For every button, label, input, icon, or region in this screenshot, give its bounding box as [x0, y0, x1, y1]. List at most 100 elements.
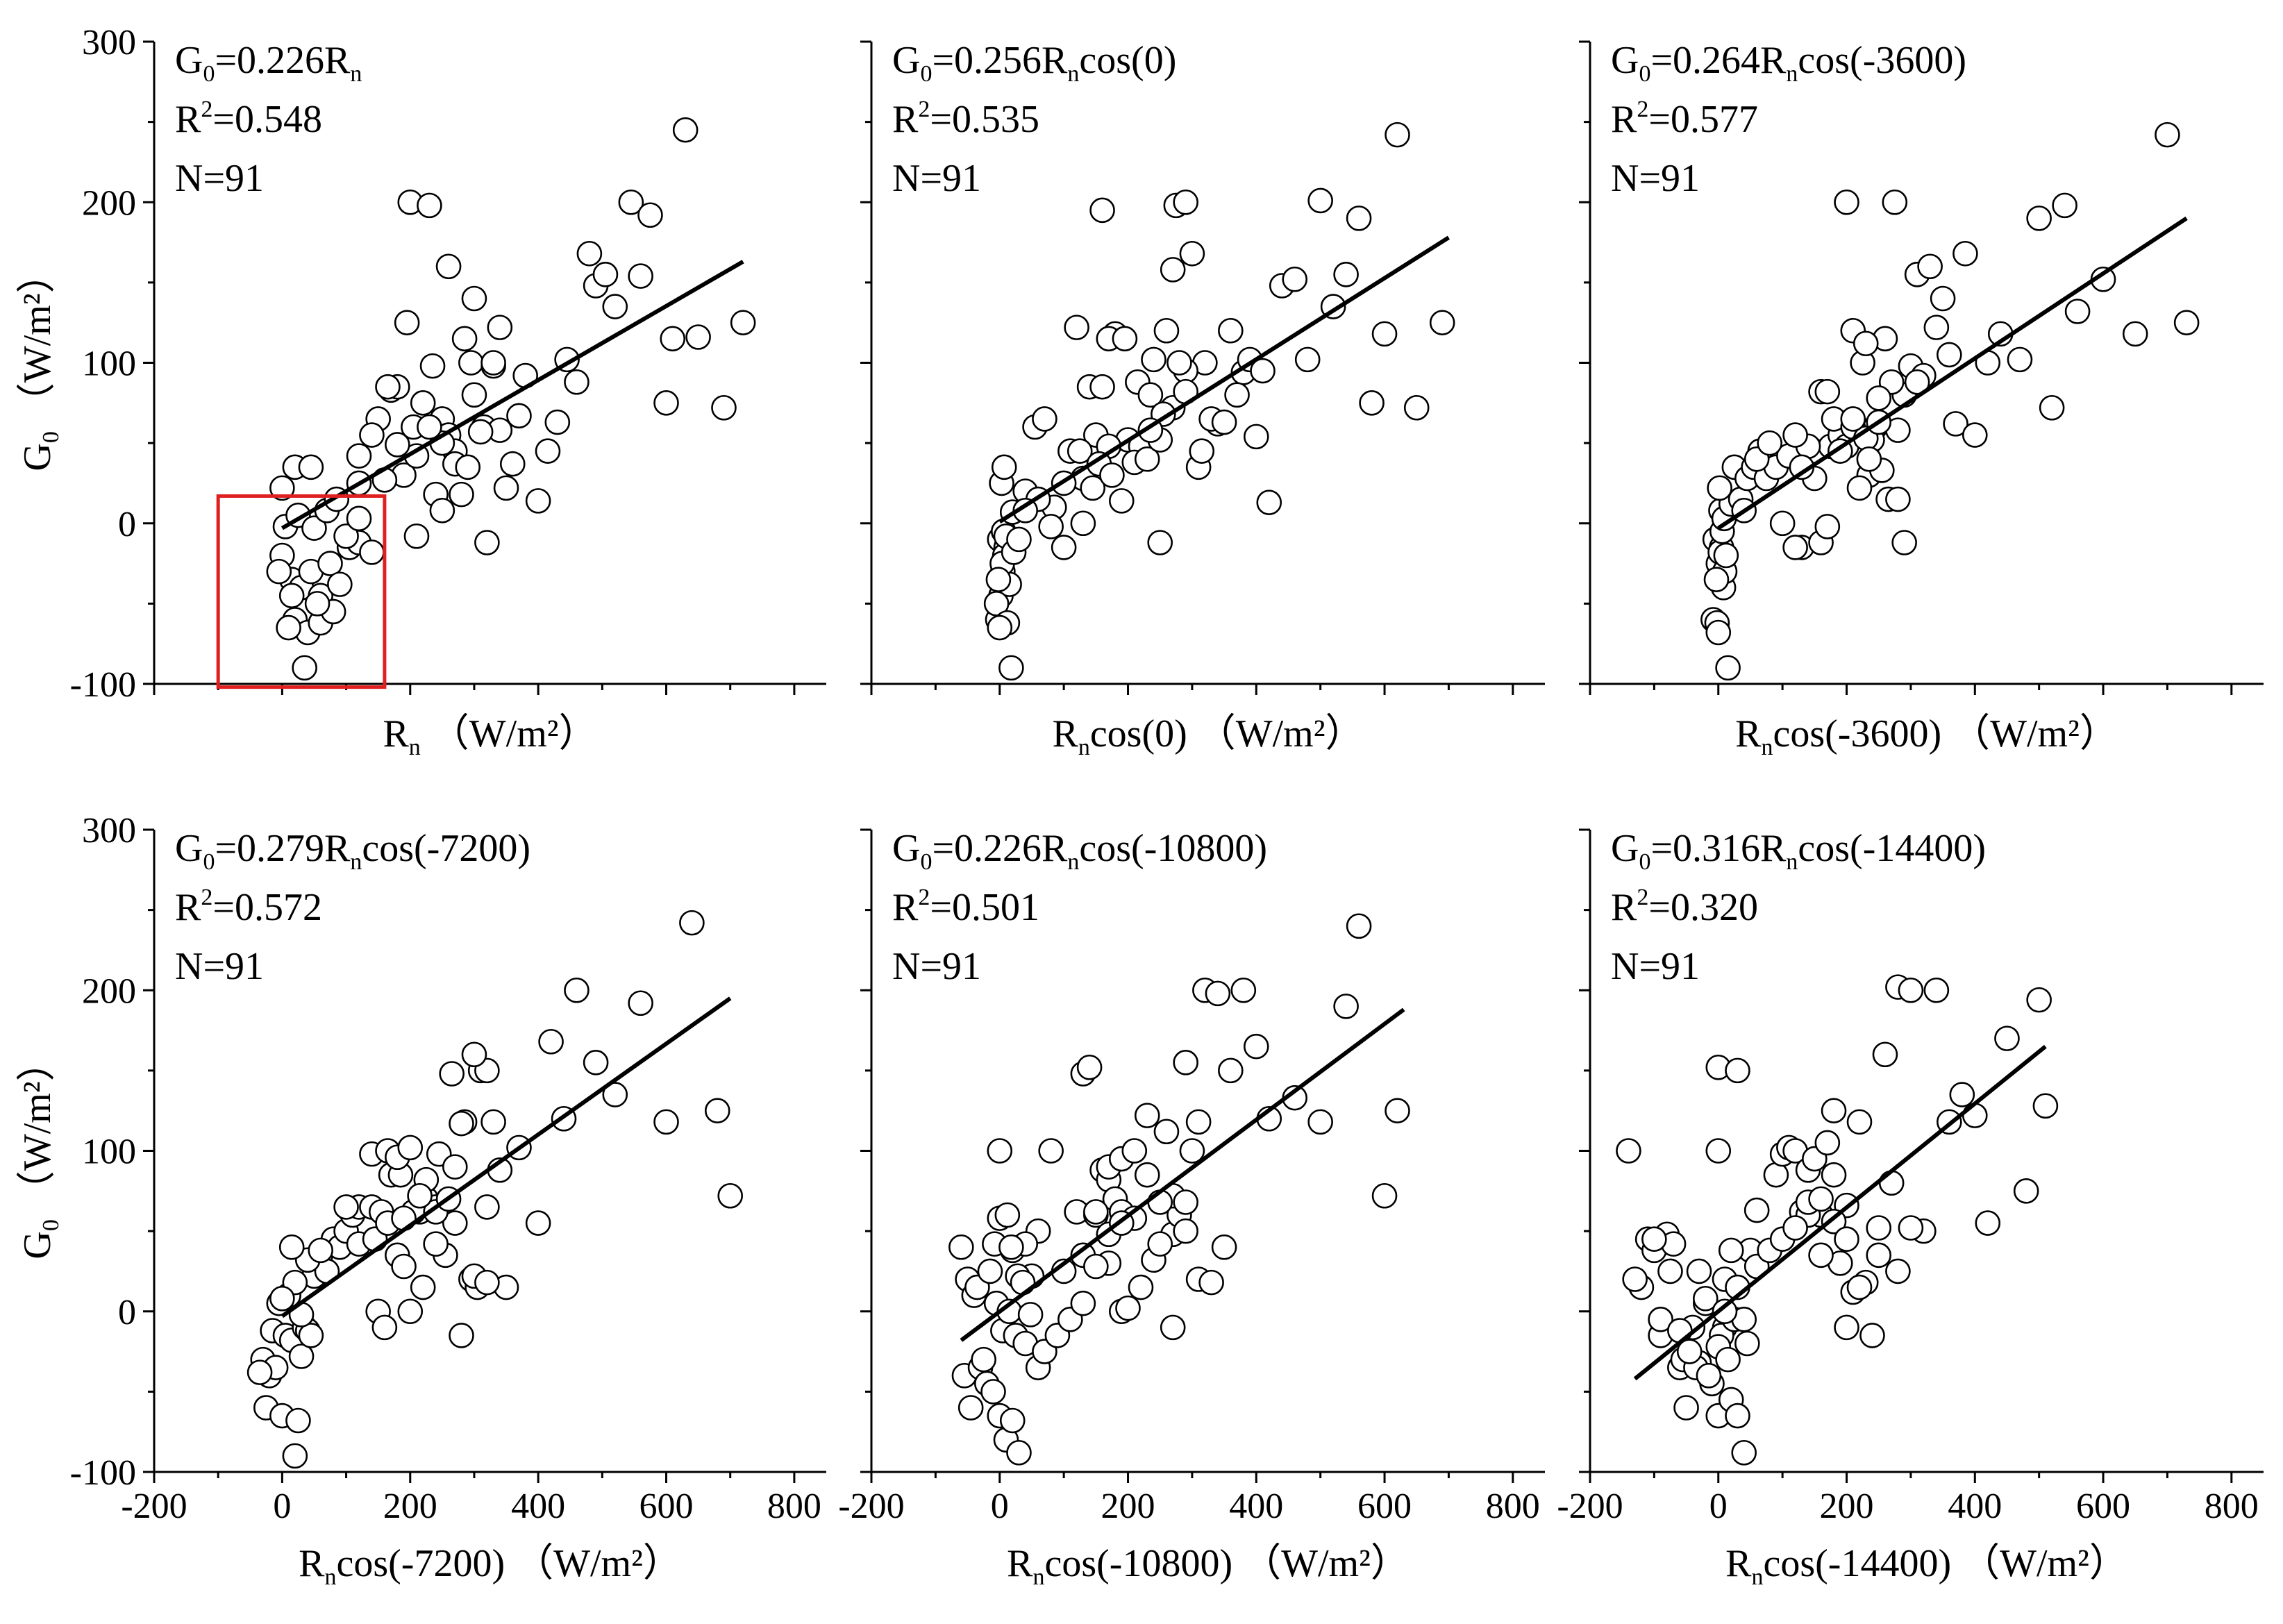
data-point	[1822, 1099, 1846, 1123]
data-point	[1212, 410, 1236, 434]
data-point	[283, 1444, 307, 1468]
data-point	[1816, 380, 1839, 403]
data-point	[687, 326, 710, 349]
chart-panel-5: -200 0 200 400 600 800G0=0.226Rncos(-10800)R2…	[838, 827, 1545, 1590]
data-point	[1123, 1139, 1146, 1163]
data-point	[1784, 535, 1807, 559]
x-tick-label: 0	[273, 1487, 291, 1526]
data-point	[1867, 1216, 1891, 1240]
data-point	[469, 420, 492, 444]
data-point	[584, 1050, 608, 1074]
r-squared-label: R2=0.577	[1611, 97, 1758, 141]
x-tick-label: 400	[1229, 1487, 1283, 1526]
data-point	[1707, 1139, 1730, 1163]
x-tick-label: 200	[383, 1487, 437, 1526]
data-point	[395, 311, 419, 335]
data-point	[299, 455, 323, 479]
data-point	[1219, 319, 1242, 342]
figure-canvas: -1000100200300 G0=0.226RnR2=0.548N=91Rn （…	[0, 0, 2283, 1624]
data-point	[1161, 258, 1185, 281]
data-point	[1705, 568, 1728, 592]
data-point	[1148, 531, 1172, 555]
data-point	[1616, 1139, 1640, 1163]
x-tick-label: 200	[1101, 1487, 1155, 1526]
equation-label: G0=0.226Rncos(-10800)	[892, 827, 1267, 875]
data-point	[2027, 988, 2051, 1012]
data-point	[949, 1235, 973, 1259]
data-point	[405, 524, 428, 548]
data-point	[1642, 1228, 1666, 1251]
data-point	[1893, 531, 1916, 555]
data-point	[1430, 311, 1454, 335]
y-axis-title: G0 （W/m²）	[16, 254, 64, 471]
data-point	[638, 203, 662, 227]
data-point	[1155, 319, 1178, 342]
data-point	[1867, 386, 1891, 410]
data-point	[399, 1136, 422, 1160]
data-point	[1925, 978, 1948, 1002]
data-point	[1007, 528, 1030, 551]
r-squared-label: R2=0.572	[175, 885, 322, 929]
data-point	[1899, 978, 1923, 1002]
data-point	[2008, 348, 2032, 371]
data-point	[1745, 1198, 1768, 1222]
data-point	[1071, 1291, 1095, 1315]
r-squared-label: R2=0.501	[892, 885, 1039, 929]
data-point	[1129, 1275, 1153, 1299]
fit-line	[1000, 237, 1449, 521]
data-point	[1232, 978, 1255, 1002]
data-point	[1950, 1083, 1974, 1107]
data-point	[1174, 1219, 1198, 1243]
data-point	[376, 375, 399, 399]
data-point	[2014, 1179, 2038, 1203]
data-point	[306, 592, 329, 615]
data-point	[453, 327, 476, 351]
data-point	[482, 1110, 505, 1134]
data-point	[999, 1235, 1023, 1259]
data-point	[1816, 514, 1839, 538]
chart-panel-1: -1000100200300 G0=0.226RnR2=0.548N=91Rn （…	[16, 23, 826, 760]
data-point	[996, 1203, 1019, 1227]
data-point	[1976, 1212, 2000, 1235]
data-point	[1110, 489, 1133, 512]
n-count-label: N=91	[175, 157, 264, 200]
data-point	[1032, 407, 1056, 430]
data-point	[1687, 1259, 1711, 1283]
data-point	[674, 118, 697, 142]
data-point	[1200, 1271, 1223, 1294]
data-point	[1360, 391, 1384, 415]
x-tick-label: 800	[1486, 1487, 1540, 1526]
data-point	[1019, 1303, 1042, 1326]
data-point	[267, 560, 291, 583]
data-point	[2053, 194, 2077, 217]
data-point	[1039, 514, 1063, 538]
data-point	[1809, 1244, 1833, 1267]
data-point	[1011, 1271, 1035, 1294]
data-point	[1784, 424, 1807, 447]
data-point	[2040, 396, 2064, 419]
r-squared-label: R2=0.548	[175, 97, 322, 141]
data-point	[1899, 1216, 1923, 1240]
data-point	[1931, 287, 1955, 310]
data-point	[1886, 1259, 1909, 1283]
data-point	[1373, 1184, 1396, 1207]
n-count-label: N=91	[1611, 157, 1700, 200]
data-point	[999, 656, 1023, 680]
y-tick-label: 200	[82, 183, 136, 223]
data-point	[1880, 1171, 1903, 1195]
data-point	[719, 1184, 742, 1207]
data-point	[501, 452, 524, 476]
data-point	[1784, 1216, 1807, 1240]
data-point	[280, 1235, 303, 1259]
x-tick-label: -200	[838, 1487, 904, 1526]
data-point	[1135, 1163, 1159, 1187]
data-point	[309, 1239, 333, 1262]
y-tick-label: 300	[82, 23, 136, 62]
x-tick-label: 400	[1948, 1487, 2002, 1526]
data-point	[399, 1300, 422, 1323]
data-point	[1167, 351, 1191, 375]
data-point	[360, 424, 383, 447]
data-point	[1848, 1110, 1871, 1134]
x-axis-title: Rncos(-3600) （W/m²）	[1735, 712, 2118, 760]
data-point	[1848, 1275, 1871, 1299]
